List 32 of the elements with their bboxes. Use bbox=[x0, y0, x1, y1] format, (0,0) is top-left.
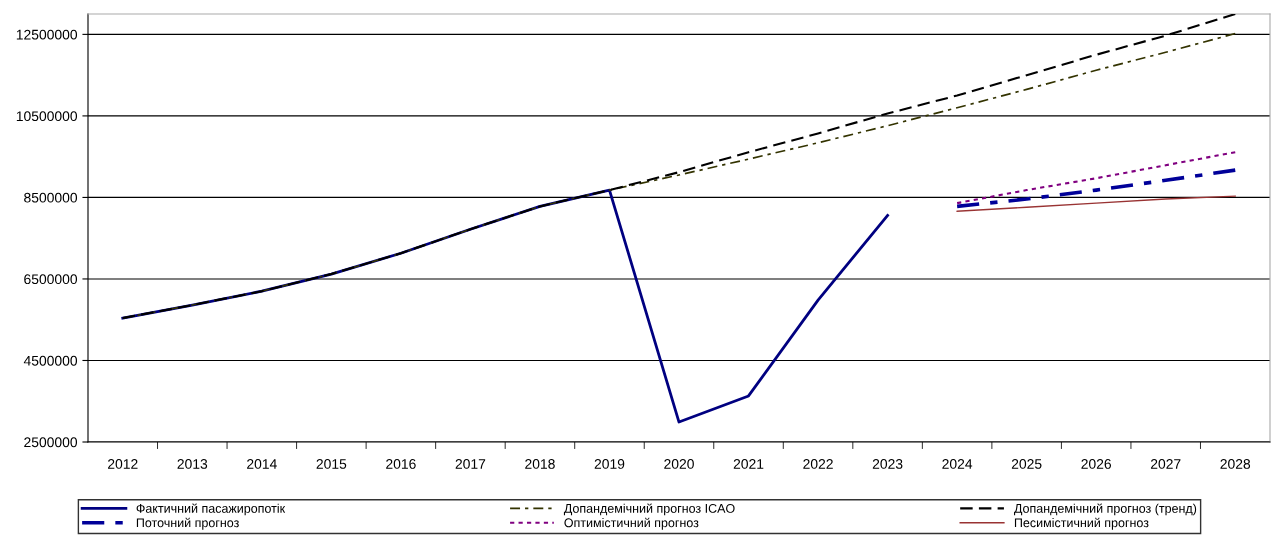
x-tick-label: 2022 bbox=[803, 459, 833, 469]
y-tick-label: 10500000 bbox=[16, 111, 78, 122]
y-tick-label: 6500000 bbox=[24, 274, 78, 285]
x-tick-label: 2023 bbox=[872, 459, 903, 469]
x-tick-label: 2019 bbox=[594, 459, 625, 469]
legend-label: Допандемічний прогноз ICAO bbox=[563, 503, 735, 516]
y-tick-label: 2500000 bbox=[24, 437, 78, 448]
x-tick-label: 2015 bbox=[316, 459, 347, 469]
x-tick-label: 2014 bbox=[247, 459, 277, 469]
y-tick-label: 4500000 bbox=[23, 355, 78, 366]
line-series bbox=[956, 151, 1237, 205]
x-tick-label: 2013 bbox=[177, 459, 208, 469]
x-tick-label: 2025 bbox=[1011, 459, 1042, 469]
legend-label: Песимістичний прогноз bbox=[1014, 517, 1149, 530]
x-tick-label: 2018 bbox=[525, 459, 555, 469]
x-tick-label: 2020 bbox=[664, 459, 694, 469]
line-series bbox=[955, 168, 1238, 209]
legend-label: Поточний прогноз bbox=[136, 517, 239, 530]
line-series bbox=[956, 195, 1236, 212]
legend-label: Фактичний пасажиропотік bbox=[136, 503, 286, 516]
x-tick-label: 2012 bbox=[108, 459, 138, 469]
y-tick-label: 8500000 bbox=[24, 192, 78, 203]
x-tick-label: 2028 bbox=[1220, 459, 1251, 469]
legend-label: Допандемічний прогноз (тренд) bbox=[1014, 503, 1197, 516]
legend-label: Оптимістичний прогноз bbox=[564, 517, 699, 530]
x-tick-label: 2026 bbox=[1081, 459, 1112, 469]
x-tick-label: 2027 bbox=[1150, 459, 1181, 469]
x-tick-label: 2016 bbox=[386, 459, 416, 469]
x-tick-label: 2017 bbox=[455, 459, 486, 469]
y-tick-label: 12500000 bbox=[16, 29, 78, 40]
x-tick-label: 2024 bbox=[942, 459, 973, 469]
x-tick-label: 2021 bbox=[733, 459, 764, 469]
